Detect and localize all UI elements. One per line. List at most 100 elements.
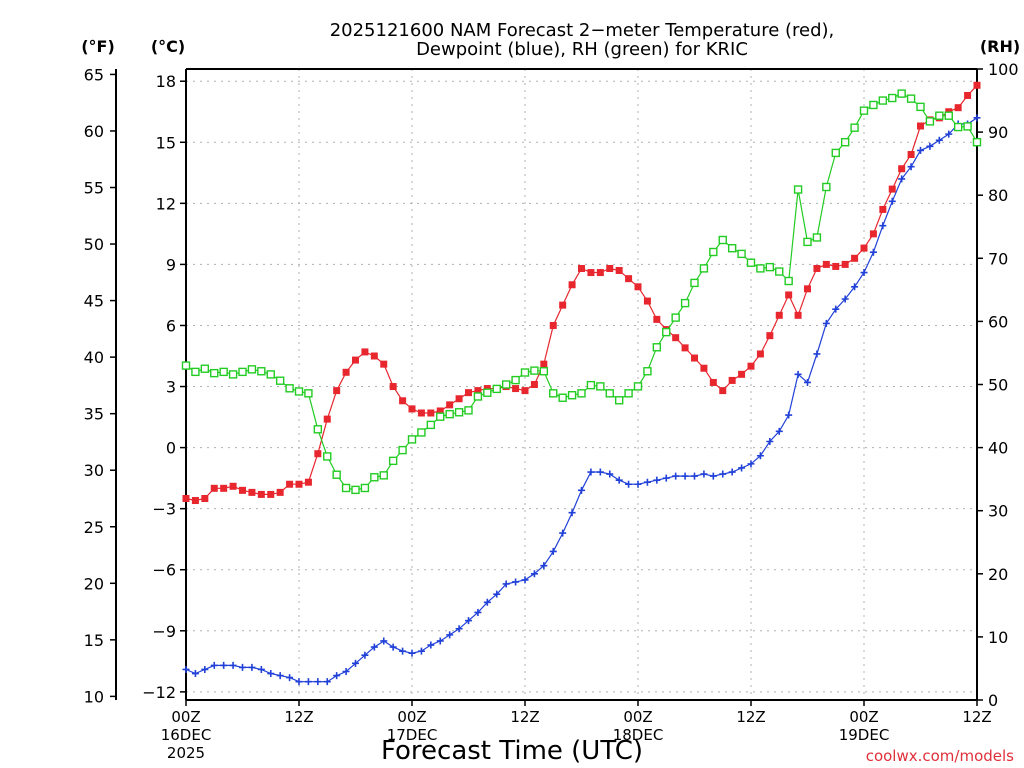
dewpoint-point	[342, 668, 350, 676]
dewpoint-point	[417, 647, 425, 655]
rh-point	[633, 382, 643, 391]
rh-point	[379, 471, 388, 480]
temperature-point	[267, 490, 275, 498]
rh-point	[313, 425, 323, 434]
rh-point	[577, 389, 586, 398]
temperature-point	[672, 334, 680, 342]
dewpoint-point	[436, 637, 444, 645]
temperature-point	[333, 387, 341, 395]
dewpoint-point	[578, 486, 585, 494]
rh-tick-label: 30	[988, 502, 1008, 521]
temperature-point	[417, 409, 425, 417]
temperature-point	[182, 494, 190, 502]
rh-point	[436, 412, 445, 421]
celsius-tick-label: −9	[152, 622, 176, 641]
rh-unit-label: (RH)	[980, 37, 1020, 56]
rh-point	[671, 313, 680, 322]
x-tick-label: 16DEC	[161, 726, 212, 744]
rh-point	[501, 380, 511, 389]
temperature-point	[314, 450, 322, 458]
rh-point	[228, 370, 238, 379]
dewpoint-point	[427, 641, 435, 649]
temperature-point	[869, 230, 877, 238]
rh-point	[793, 185, 803, 194]
temperature-point	[521, 387, 529, 395]
rh-point	[803, 237, 812, 247]
celsius-tick-label: −3	[152, 500, 176, 519]
temperature-point	[370, 352, 378, 360]
rh-point	[972, 137, 982, 147]
celsius-tick-label: 0	[166, 439, 176, 458]
dewpoint-point	[352, 659, 359, 667]
dewpoint-point	[257, 665, 265, 673]
temperature-point	[446, 401, 454, 409]
temperature-point	[578, 264, 585, 272]
temperature-point	[201, 494, 209, 502]
dewpoint-point	[869, 248, 877, 256]
rh-point	[709, 247, 718, 257]
dewpoint-point	[813, 350, 821, 358]
temperature-point	[295, 480, 303, 488]
dewpoint-point	[653, 476, 661, 484]
temperature-point	[785, 291, 793, 299]
rh-point	[624, 389, 633, 398]
celsius-tick-label: 18	[156, 72, 176, 91]
rh-point	[257, 367, 266, 376]
rh-point	[680, 298, 690, 308]
temperature-point	[700, 364, 708, 372]
grid-lines	[185, 69, 978, 700]
dewpoint-point	[841, 295, 849, 303]
temperature-point	[191, 497, 199, 505]
dewpoint-point	[370, 643, 378, 651]
rh-point	[878, 96, 888, 105]
temperature-point	[822, 260, 830, 268]
dewpoint-point	[700, 470, 708, 478]
dewpoint-point	[361, 651, 369, 659]
dewpoint-point	[465, 617, 472, 625]
temperature-point	[389, 383, 397, 391]
temperature-point	[643, 297, 651, 305]
rh-point	[464, 406, 473, 415]
temperature-point	[954, 104, 962, 112]
dewpoint-point	[634, 480, 642, 488]
rh-point	[850, 123, 859, 132]
temperature-point	[380, 360, 388, 368]
rh-point	[181, 361, 191, 370]
dewpoint-point	[785, 411, 793, 419]
rh-point	[483, 388, 492, 397]
dewpoint-point	[530, 570, 538, 578]
temperature-point	[653, 315, 661, 323]
dewpoint-point	[201, 665, 209, 673]
rh-point	[520, 368, 530, 377]
rh-point	[699, 264, 709, 273]
fahrenheit-tick-label: 10	[84, 687, 104, 706]
rh-point	[888, 93, 897, 103]
dewpoint-point	[709, 472, 717, 480]
temperature-point	[540, 360, 548, 368]
dewpoint-point	[191, 670, 199, 678]
dewpoint-point	[220, 661, 228, 669]
x-tick-label: 19DEC	[839, 726, 890, 744]
temperature-point	[276, 488, 284, 496]
rh-tick-label: 0	[988, 691, 998, 710]
dewpoint-point	[766, 437, 774, 445]
dewpoint-point	[775, 427, 783, 435]
dewpoint-point	[691, 472, 698, 480]
rh-series-line	[185, 92, 978, 491]
rh-point	[831, 148, 840, 158]
temperature-point	[888, 185, 896, 193]
x-tick-label: 17DEC	[387, 726, 438, 744]
temperature-point	[634, 283, 642, 291]
dewpoint-point	[973, 114, 981, 122]
rh-point	[294, 387, 304, 396]
dewpoint-point	[333, 672, 341, 680]
celsius-tick-label: 9	[166, 255, 176, 274]
fahrenheit-tick-label: 65	[84, 65, 104, 84]
dewpoint-point	[945, 130, 953, 138]
rh-point	[840, 137, 850, 147]
temperature-point	[549, 321, 557, 329]
dewpoint-point	[879, 222, 887, 230]
rh-point	[558, 393, 567, 402]
temperature-point	[257, 490, 265, 498]
rh-point	[492, 384, 501, 394]
